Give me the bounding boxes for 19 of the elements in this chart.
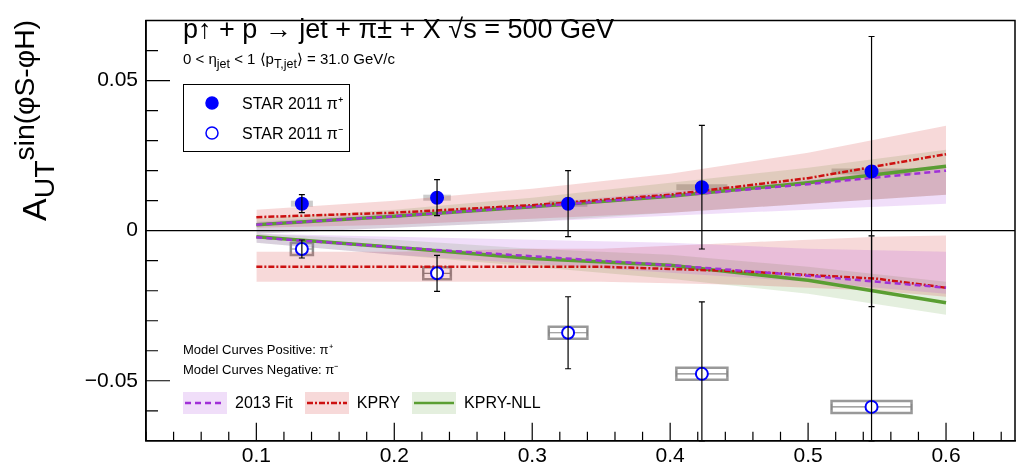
annotation: Model Curves Positive: π⁺ (183, 341, 334, 359)
legend-label: KPRY-NLL (464, 394, 541, 412)
text: 0 < η$_{jet}$ < 1 ⟨p$_{T,jet}$⟩ = 31.0 GeV/c (183, 50, 396, 71)
x-tick-label: 0.3 (517, 443, 547, 467)
x-tick-label: 0.1 (241, 443, 271, 467)
legend-label: STAR 2011 π⁺ (242, 94, 343, 114)
line-series (255, 152, 948, 219)
x-tick-label: 0.2 (379, 443, 409, 467)
y-tick-label: 0 (126, 217, 138, 241)
legend-label: KPRY (356, 394, 401, 412)
x-tick-label: 0.4 (655, 443, 686, 467)
x-tick-label: 0.5 (793, 443, 823, 467)
annotation: Model Curves Negative: π⁻ (183, 361, 339, 379)
line-series (255, 265, 948, 289)
legend-label: STAR 2011 π⁻ (242, 124, 343, 144)
y-tick-label: −0.05 (84, 367, 138, 391)
y-tick-label: 0.05 (97, 67, 138, 91)
legend-label: 2013 Fit (235, 394, 293, 412)
x-tick-label: 0.6 (931, 443, 961, 467)
